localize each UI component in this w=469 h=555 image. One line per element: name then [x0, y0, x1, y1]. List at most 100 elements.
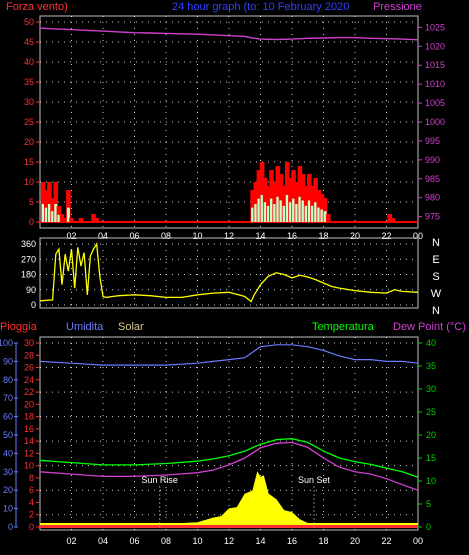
- pressure-tick-label: 1005: [425, 98, 445, 108]
- rain-axis-title: Pioggia: [0, 321, 38, 333]
- temp-tick-label: 30: [426, 384, 436, 394]
- wind-tick-label: 40: [24, 57, 34, 67]
- humidity-axis-title: Umidita: [66, 321, 104, 333]
- wind-bar: [262, 178, 268, 222]
- wind-avg-bar: [295, 204, 299, 222]
- wind-bar: [56, 206, 62, 222]
- wind-bar: [319, 194, 325, 222]
- wind-bar: [275, 166, 281, 222]
- temp-tick-label: 35: [426, 361, 436, 371]
- wind-avg-bar: [307, 200, 311, 222]
- temp-x-tick-label: 16: [287, 536, 297, 546]
- solar-baseline: [40, 523, 418, 525]
- wind-avg-bar: [270, 198, 274, 222]
- wind-x-tick-label: 06: [129, 231, 139, 241]
- temp-x-tick-label: 18: [318, 536, 328, 546]
- wind-bar: [272, 182, 277, 222]
- compass-tick-label: S: [432, 271, 439, 283]
- temperature-line: [39, 438, 419, 478]
- wind-avg-bar: [257, 198, 261, 222]
- wind-tick-label: 5: [29, 197, 34, 207]
- wind-bar: [310, 186, 315, 222]
- temp-x-tick-label: 08: [161, 536, 171, 546]
- wind-x-tick-label: 18: [318, 231, 328, 241]
- wind-bar: [50, 198, 55, 222]
- wind-avg-bar: [266, 205, 270, 222]
- humidity-tick-label: 60: [3, 412, 13, 422]
- wind-bar: [44, 190, 49, 222]
- rain-tick-label: 6: [29, 485, 34, 495]
- wind-tick-label: 25: [24, 117, 34, 127]
- direction-tick-label: 360: [21, 239, 36, 249]
- wind-bar: [278, 174, 284, 222]
- wind-bar: [53, 182, 59, 222]
- wind-bar: [61, 218, 66, 222]
- wind-bar: [250, 190, 255, 222]
- wind-bar: [269, 170, 274, 222]
- direction-line: [39, 242, 419, 303]
- wind-bar: [91, 214, 96, 222]
- direction-tick-label: 0: [31, 300, 36, 310]
- wind-avg-bar: [51, 211, 55, 222]
- wind-bar: [288, 178, 293, 222]
- rain-tick-label: 14: [24, 436, 34, 446]
- wind-bar: [78, 218, 84, 222]
- temp-x-tick-label: 22: [381, 536, 391, 546]
- temp-tick-label: 15: [426, 453, 436, 463]
- pressure-tick-label: 1010: [425, 79, 445, 89]
- wind-bar: [291, 170, 296, 222]
- wind-x-tick-label: 20: [350, 231, 360, 241]
- wind-avg-bar: [57, 214, 61, 222]
- temp-x-tick-label: 04: [98, 536, 108, 546]
- wind-avg-bar: [66, 207, 70, 222]
- graph-title: 24 hour graph (to: 10 February 2020: [172, 1, 349, 13]
- rain-tick-label: 26: [24, 363, 34, 373]
- wind-avg-bar: [304, 205, 308, 222]
- compass-tick-label: W: [431, 288, 442, 300]
- pressure-line: [39, 27, 419, 41]
- wind-avg-bar: [288, 202, 292, 222]
- wind-avg-bar: [276, 196, 280, 222]
- direction-tick-label: 180: [21, 270, 36, 280]
- wind-bar: [316, 190, 322, 222]
- wind-bar: [303, 186, 309, 222]
- wind-x-tick-label: 10: [192, 231, 202, 241]
- rain-tick-label: 18: [24, 412, 34, 422]
- wind-bar: [259, 162, 265, 222]
- wind-bar: [297, 166, 303, 222]
- wind-x-tick-label: 16: [287, 231, 297, 241]
- wind-x-tick-label: 08: [161, 231, 171, 241]
- wind-bar: [266, 186, 271, 222]
- wind-bar: [387, 214, 392, 222]
- compass-tick-label: N: [432, 305, 440, 317]
- direction-tick-label: 90: [26, 285, 36, 295]
- wind-avg-bar: [285, 195, 289, 222]
- rain-tick-label: 10: [24, 461, 34, 471]
- wind-bar: [253, 182, 259, 222]
- wind-bar: [294, 182, 300, 222]
- wind-bar: [94, 218, 99, 222]
- wind-avg-bar: [54, 204, 58, 222]
- wind-x-tick-label: 04: [98, 231, 108, 241]
- pressure-axis-title: Pressione: [373, 1, 422, 13]
- wind-bar: [66, 190, 71, 222]
- sunrise-label: Sun Rise: [141, 475, 178, 485]
- temp-tick-label: 0: [426, 522, 431, 532]
- wind-bar: [256, 170, 262, 222]
- wind-tick-label: 45: [24, 37, 34, 47]
- wind-axis-title: Forza vento): [6, 1, 68, 13]
- wind-bar: [47, 182, 52, 222]
- pressure-tick-label: 980: [425, 193, 440, 203]
- wind-bar: [390, 218, 396, 222]
- temp-x-tick-label: 20: [350, 536, 360, 546]
- wind-tick-label: 10: [24, 177, 34, 187]
- wind-bar: [281, 186, 287, 222]
- temp-tick-label: 10: [426, 476, 436, 486]
- wind-avg-bar: [320, 209, 324, 222]
- rain-tick-label: 8: [29, 473, 34, 483]
- dewpoint-line: [39, 441, 419, 491]
- rain-tick-label: 20: [24, 399, 34, 409]
- pressure-tick-label: 1020: [425, 41, 445, 51]
- pressure-tick-label: 975: [425, 212, 440, 222]
- pressure-tick-label: 985: [425, 174, 440, 184]
